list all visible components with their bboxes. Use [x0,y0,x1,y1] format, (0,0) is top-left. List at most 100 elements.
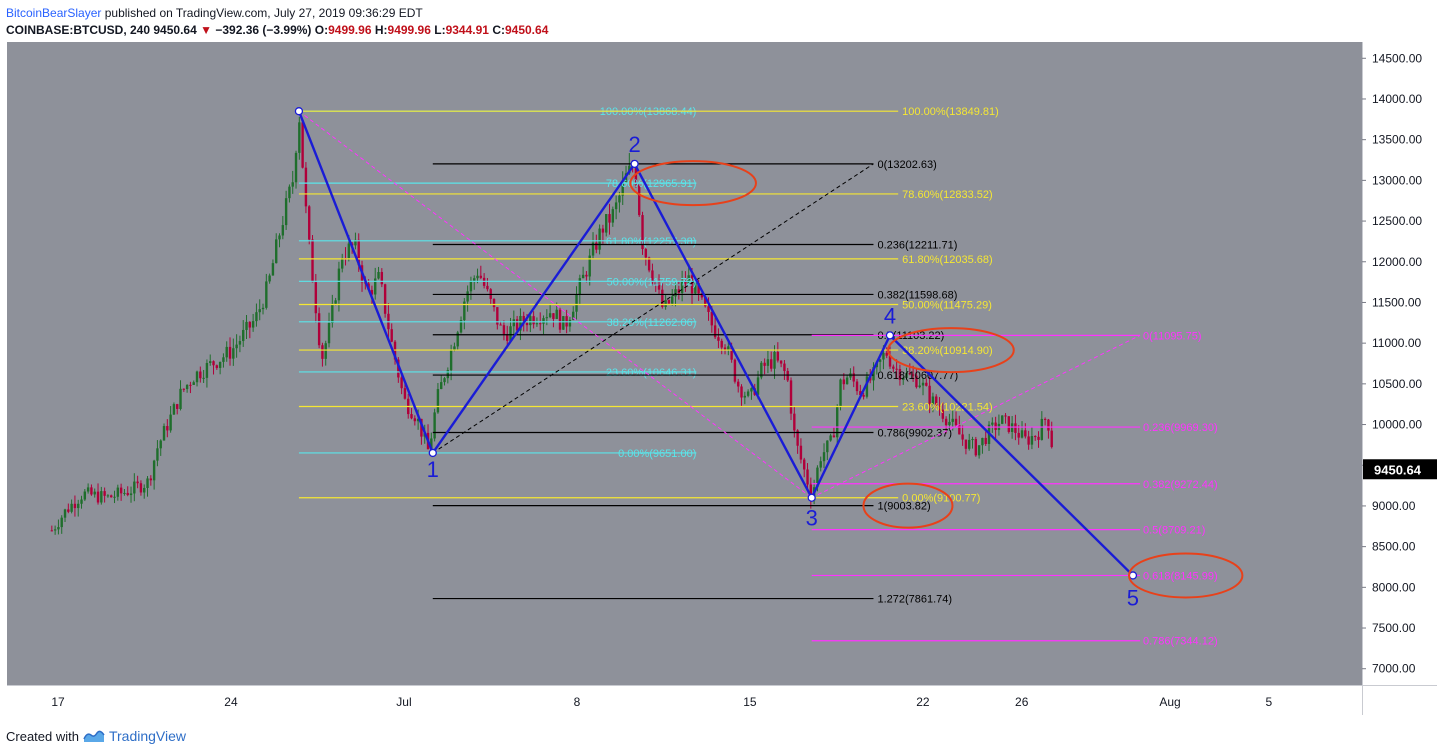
candle-body [110,495,113,498]
tradingview-brand[interactable]: TradingView [108,728,187,744]
candle-body [357,239,360,266]
candle-body [614,202,618,210]
black-fib-label: 0.786(9902.37) [877,427,952,439]
cyan-fib-label: 78.60%(12965.91) [606,178,697,190]
magenta-fib-label: 0.382(9272.44) [1143,479,1218,491]
candle-body [136,481,139,484]
yellow-fib-label: 78.60%(12833.52) [902,189,993,201]
candle-body [1010,423,1014,432]
candle-body [671,296,674,304]
candle-body [529,316,532,326]
candle-body [248,321,252,328]
price-chart[interactable]: 14500.00 14000.00 13500.00 13000.00 12500.00… [7,42,1437,715]
candle-body [908,373,912,375]
candle-body [598,228,601,250]
candle-body [341,258,344,269]
cyan-fib-label: 38.20%(11262.06) [607,317,697,329]
candle-body [420,418,423,437]
black-fib-label: 0.382(11598.68) [877,289,957,301]
candle-body [826,440,829,453]
candle-body [70,503,73,512]
candle-body [892,366,895,369]
wave-point [885,331,895,340]
candle-body [539,323,542,325]
candle-body [430,438,433,450]
x-tick-label: Jul [396,695,411,709]
candle-body [816,467,819,488]
y-tick-label: 14500.00 [1372,51,1422,65]
candle-body [169,414,172,431]
last-price: 9450.64 [153,23,197,37]
candle-body [492,298,496,308]
candle-body [331,303,334,324]
candle-body [756,377,760,395]
y-tick-label: 10500.00 [1372,377,1422,391]
wave-point [1128,571,1138,580]
highlight-circle [887,327,1015,374]
candle-body [301,122,304,168]
candle-body [466,291,469,302]
candle-body [57,527,60,530]
symbol-label[interactable]: COINBASE:BTCUSD, 240 [6,23,151,37]
candle-body [786,370,789,381]
candle-body [842,379,846,385]
candle-body [146,478,149,488]
candle-body [763,362,766,366]
y-tick-label: 12500.00 [1372,214,1422,228]
candle-body [228,346,232,359]
cyan-fib-label: 100.00%(13868.44) [600,106,697,118]
candle-body [760,362,763,378]
candle-body [704,297,707,307]
candle-body [255,312,258,322]
candle-body [882,352,885,360]
candle-body [832,435,836,438]
wave-label-3: 3 [806,506,818,531]
candle-body [806,469,809,485]
candle-body [647,257,651,271]
candle-body [770,359,773,369]
black-fib-label: 0(13202.63) [877,159,936,171]
candle-body [799,445,803,460]
candle-body [667,300,671,304]
candle-body [113,496,116,498]
yellow-fib-label: 100.00%(13849.81) [902,106,999,118]
wave-label-1: 1 [427,457,439,482]
candle-body [317,313,321,346]
candle-body [212,361,215,366]
candle-body [486,285,489,290]
candle-body [469,280,473,292]
y-tick-label: 7500.00 [1372,621,1416,635]
candle-body [859,391,862,396]
candle-body [377,272,380,279]
black-fib-label: 1.272(7861.74) [877,594,952,606]
author-link[interactable]: BitcoinBearSlayer [6,6,102,20]
price-axis-background [1362,42,1437,685]
candle-body [974,439,978,456]
candle-body [991,422,994,425]
y-tick-label: 14000.00 [1372,92,1422,106]
close-value: 9450.64 [504,23,549,37]
candle-body [634,167,638,185]
candle-body [453,346,456,351]
candle-body [129,493,133,496]
candle-body [327,323,331,344]
candle-body [479,275,483,278]
tradingview-logo-icon[interactable] [83,729,105,743]
wave-label-2: 2 [628,132,640,157]
candle-body [209,361,212,363]
chart-header: BitcoinBearSlayer published on TradingVi… [0,0,1444,42]
time-axis-background [7,685,1437,715]
candle-body [195,371,199,383]
candle-body [189,384,192,386]
candle-body [548,313,552,318]
black-fib-label: 0.236(12211.71) [877,240,957,252]
candle-body [380,272,384,285]
candle-body [905,373,908,378]
candle-body [1014,423,1017,433]
candle-body [700,293,704,298]
candle-body [1043,418,1047,420]
open-label: O: [314,23,329,37]
candle-body [205,362,209,378]
candle-body [50,530,54,532]
chart-area[interactable]: 14500.00 14000.00 13500.00 13000.00 12500.00… [7,42,1437,715]
